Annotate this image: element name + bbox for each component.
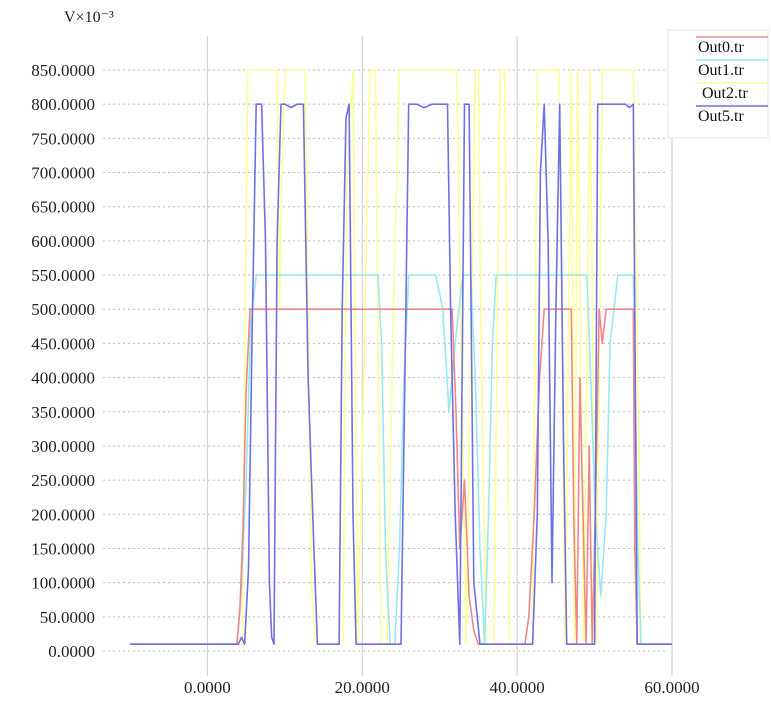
x-tick-label: 20.0000 [335,678,390,697]
x-tick-label: 60.0000 [644,678,699,697]
y-tick-label: 300.0000 [31,437,95,456]
y-tick-label: 100.0000 [31,574,95,593]
series-line-out5-tr [130,103,672,646]
x-tick-label: 40.0000 [490,678,545,697]
y-tick-label: 200.0000 [31,505,95,524]
y-tick-label: 550.0000 [31,266,95,285]
y-axis-ticks: 0.0000 50.0000 100.0000 150.0000 200.0000 250… [31,61,95,661]
y-tick-label: 700.0000 [31,164,95,183]
series-line-out0-tr [130,308,672,646]
legend-entry: Out2.tr [702,85,748,102]
y-tick-label: 750.0000 [31,129,95,148]
legend-entry: Out1.tr [698,62,744,79]
x-tick-label: 0.0000 [184,678,231,697]
legend-entry: Out5.tr [698,108,744,125]
plot-area [130,69,672,646]
y-tick-label: 650.0000 [31,198,95,217]
x-axis-ticks: 0.0000 20.0000 40.0000 60.0000 [184,678,700,697]
y-tick-label: 850.0000 [31,61,95,80]
y-tick-label: 600.0000 [31,232,95,251]
legend: Out0.tr Out1.tr Out2.tr Out5.tr [667,29,769,139]
y-unit-label: V×10⁻³ [64,9,114,26]
y-tick-label: 350.0000 [31,403,95,422]
y-tick-label: 0.0000 [48,642,95,661]
series-line-out2-tr [130,69,672,646]
legend-box [667,29,769,139]
series-line-out1-tr [130,274,672,646]
y-tick-label: 450.0000 [31,334,95,353]
y-tick-label: 400.0000 [31,369,95,388]
y-tick-label: 500.0000 [31,300,95,319]
y-tick-label: 50.0000 [40,608,95,627]
legend-entry: Out0.tr [698,39,744,56]
y-tick-label: 150.0000 [31,539,95,558]
y-tick-label: 250.0000 [31,471,95,490]
y-tick-label: 800.0000 [31,95,95,114]
